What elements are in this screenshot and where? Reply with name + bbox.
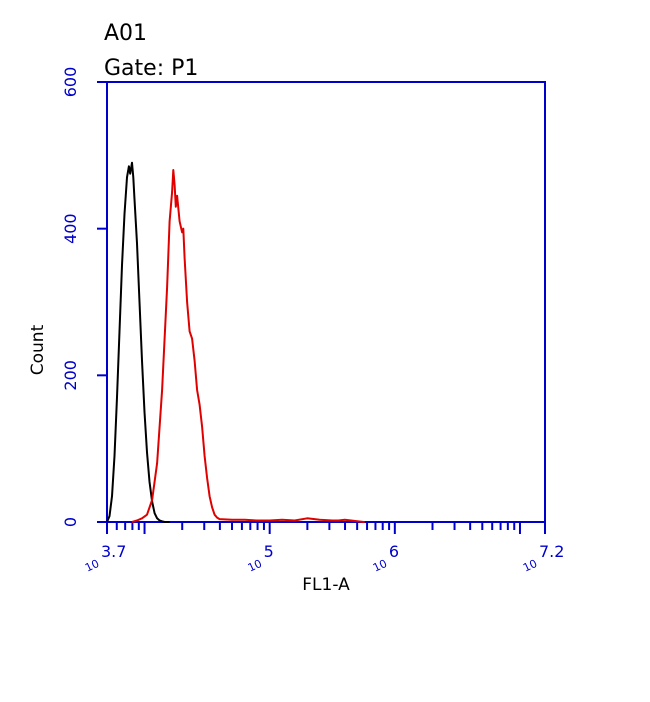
x-tick-exponent: 3.7 <box>101 542 126 561</box>
y-tick-labels: 0 200 400 600 <box>61 67 80 527</box>
x-tick-exponent: 6 <box>389 542 399 561</box>
series-line-1 <box>106 161 170 523</box>
x-tick-base: 10 <box>83 557 101 575</box>
y-axis-label: Count <box>28 324 48 375</box>
x-tick-base: 10 <box>246 557 264 575</box>
sample-title: A01 <box>104 21 147 46</box>
x-tick-exponent: 5 <box>264 542 274 561</box>
series-group <box>106 161 365 523</box>
x-axis-label: FL1-A <box>302 575 350 595</box>
y-tick-label: 400 <box>61 213 80 244</box>
y-tick-label: 0 <box>61 517 80 527</box>
y-tick-label: 200 <box>61 360 80 391</box>
y-tick-label: 600 <box>61 67 80 98</box>
gate-label: Gate: P1 <box>104 56 198 81</box>
plot-frame <box>106 81 546 523</box>
x-tick-exponent: 7.2 <box>539 542 564 561</box>
x-tick-base: 10 <box>371 557 389 575</box>
series-line-2 <box>131 169 365 523</box>
axis-ticks <box>97 81 546 534</box>
x-tick-base: 10 <box>521 557 539 575</box>
